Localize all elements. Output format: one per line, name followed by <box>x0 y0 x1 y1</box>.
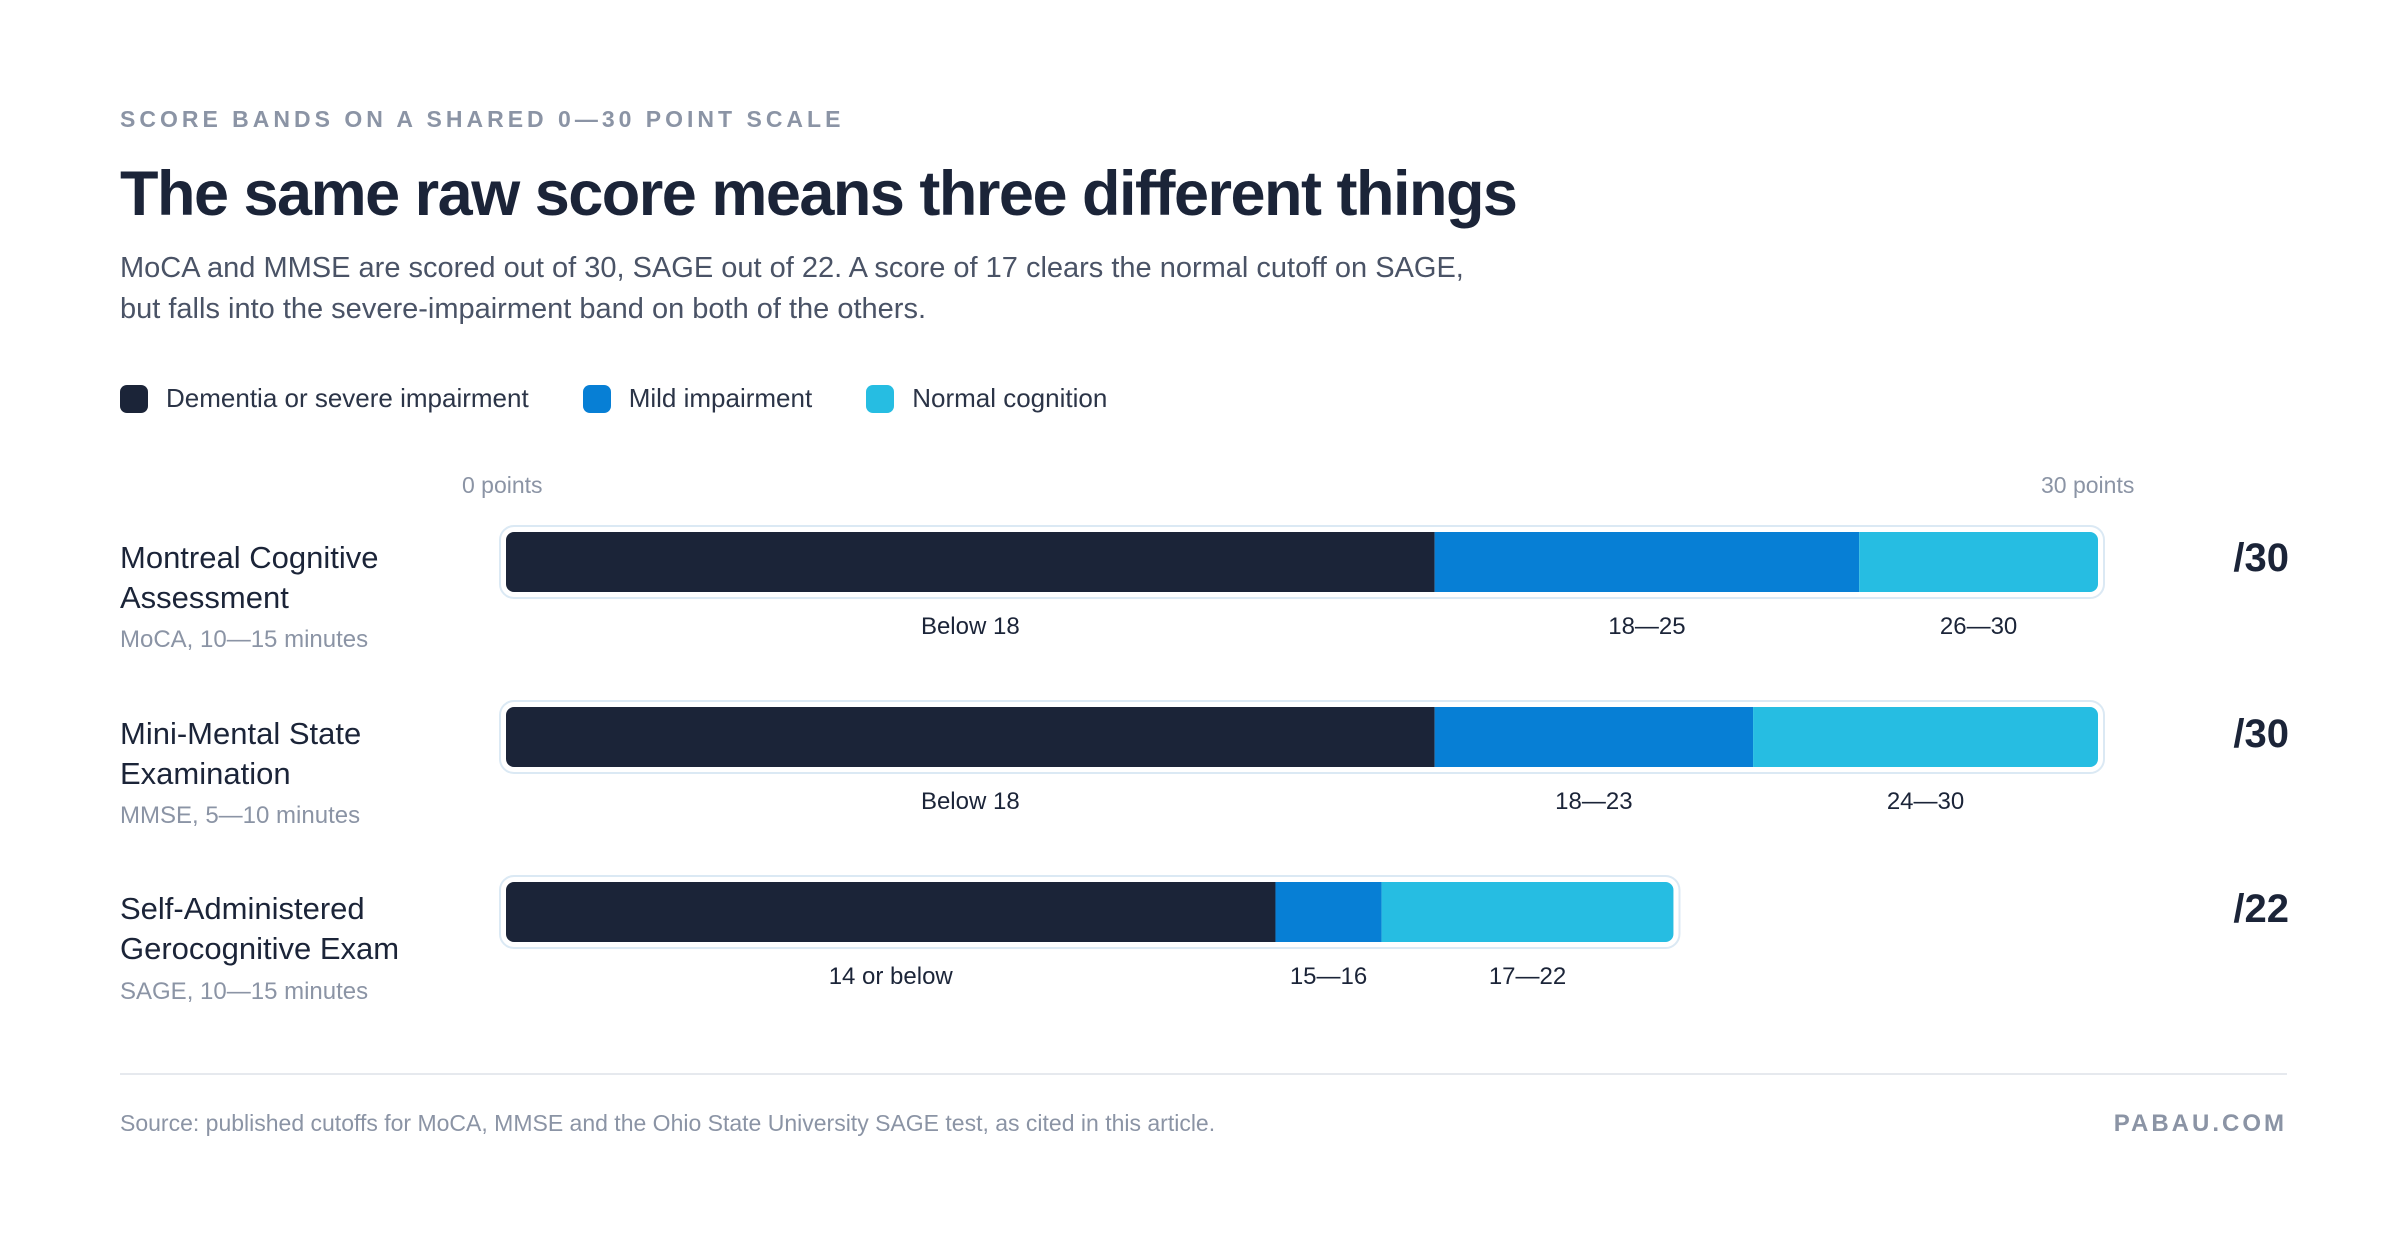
page-title: The same raw score means three different… <box>120 159 1518 229</box>
band-label-sage-1: 14 or below <box>829 963 954 990</box>
axis-min-label: 0 points <box>462 472 543 498</box>
legend-label-severe: Dementia or severe impairment <box>166 383 529 413</box>
legend-label-mild: Mild impairment <box>628 383 813 413</box>
band-label-moca-2: 18—25 <box>1608 613 1685 640</box>
bar-segment-moca-1 <box>506 532 1435 592</box>
band-label-mmse-2: 18—23 <box>1555 788 1632 815</box>
eyebrow: SCORE BANDS ON A SHARED 0—30 POINT SCALE <box>120 106 845 132</box>
row-sub-sage: SAGE, 10—15 minutes <box>120 978 369 1005</box>
legend-item-normal: Normal cognition <box>866 383 1107 414</box>
source-note: Source: published cutoffs for MoCA, MMSE… <box>120 1110 1216 1136</box>
legend-item-severe: Dementia or severe impairment <box>120 383 529 414</box>
band-label-mmse-1: Below 18 <box>921 788 1020 815</box>
row-name-sage: Self-Administered Gerocognitive Exam <box>120 891 400 966</box>
legend-item-mild: Mild impairment <box>582 383 813 414</box>
bar-segment-mmse-3 <box>1753 707 2098 767</box>
bar-segment-moca-2 <box>1434 532 1860 592</box>
legend-label-normal: Normal cognition <box>912 383 1108 413</box>
legend: Dementia or severe impairment Mild impai… <box>120 383 1107 414</box>
brand-logo-text: PABAU.COM <box>2113 1110 2287 1137</box>
band-label-mmse-3: 24—30 <box>1887 788 1964 815</box>
total-label-moca: /30 <box>2233 536 2289 580</box>
total-label-sage: /22 <box>2233 887 2289 931</box>
band-label-sage-3: 17—22 <box>1489 963 1566 990</box>
bar-group-sage <box>506 882 1674 942</box>
total-label-mmse: /30 <box>2233 712 2289 756</box>
legend-swatch-mild <box>582 384 611 413</box>
bar-segment-sage-3 <box>1381 882 1674 942</box>
row-name-mmse: Mini-Mental State Examination <box>120 716 362 791</box>
subtitle: MoCA and MMSE are scored out of 30, SAGE… <box>120 252 1464 325</box>
bar-segment-moca-3 <box>1859 532 2098 592</box>
bar-segment-sage-2 <box>1275 882 1382 942</box>
footer-divider <box>120 1073 2287 1075</box>
row-sub-mmse: MMSE, 5—10 minutes <box>120 802 361 829</box>
bar-segment-sage-1 <box>506 882 1276 942</box>
legend-swatch-severe <box>120 384 148 413</box>
axis-max-label: 30 points <box>2041 472 2135 498</box>
band-label-moca-3: 26—30 <box>1940 613 2017 640</box>
band-label-sage-2: 15—16 <box>1290 963 1367 990</box>
bar-group-moca <box>506 532 2098 592</box>
row-name-moca: Montreal Cognitive Assessment <box>120 540 379 615</box>
row-sub-moca: MoCA, 10—15 minutes <box>120 626 369 653</box>
bar-segment-mmse-2 <box>1434 707 1754 767</box>
bar-group-mmse <box>506 707 2098 767</box>
legend-swatch-normal <box>866 384 895 413</box>
band-label-moca-1: Below 18 <box>921 613 1020 640</box>
bar-segment-mmse-1 <box>506 707 1435 767</box>
